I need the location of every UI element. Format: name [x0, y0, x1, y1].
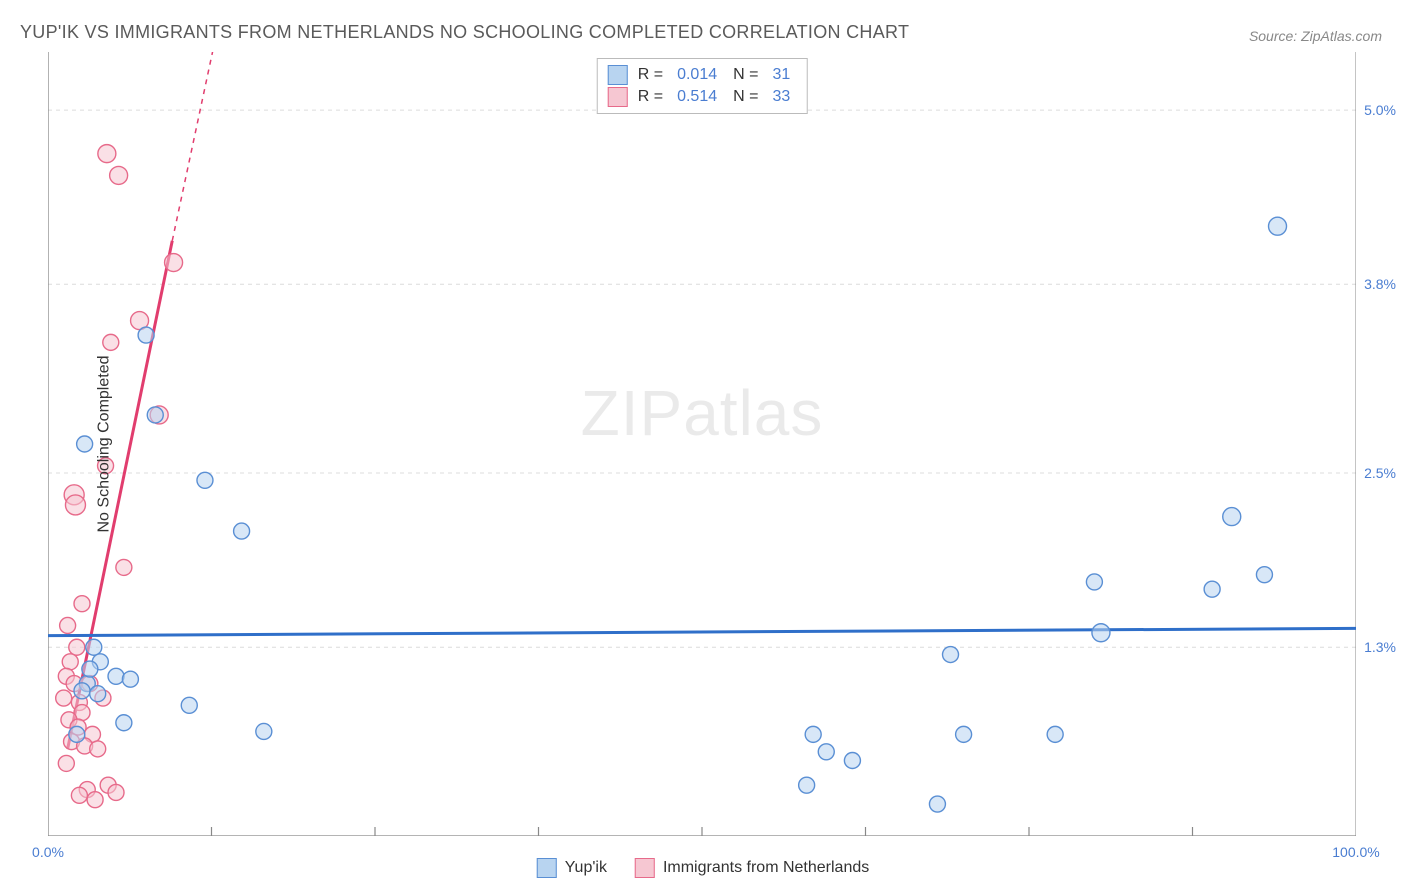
legend-n-value: 31 — [772, 66, 790, 84]
legend-series-item: Immigrants from Netherlands — [635, 858, 869, 878]
legend-swatch — [537, 858, 557, 878]
legend-series: Yup'ik Immigrants from Netherlands — [537, 858, 870, 878]
legend-r-value: 0.514 — [677, 88, 717, 106]
x-tick-label: 100.0% — [1332, 844, 1379, 860]
legend-series-label: Immigrants from Netherlands — [663, 859, 869, 877]
plot-area: No Schooling Completed ZIPatlas R = 0.01… — [48, 52, 1356, 836]
x-tick-label: 0.0% — [32, 844, 64, 860]
y-tick-label: 1.3% — [1364, 639, 1396, 655]
source-attribution: Source: ZipAtlas.com — [1249, 28, 1382, 44]
legend-series-label: Yup'ik — [565, 859, 607, 877]
legend-swatch — [608, 65, 628, 85]
y-tick-label: 2.5% — [1364, 465, 1396, 481]
legend-stat-row: R = 0.514 N = 33 — [608, 87, 797, 107]
legend-stats: R = 0.014 N = 31 R = 0.514 N = 33 — [597, 58, 808, 114]
legend-n-label: N = — [733, 66, 758, 84]
legend-stat-row: R = 0.014 N = 31 — [608, 65, 797, 85]
legend-swatch — [608, 87, 628, 107]
legend-series-item: Yup'ik — [537, 858, 607, 878]
y-axis-label: No Schooling Completed — [96, 356, 114, 533]
legend-n-label: N = — [733, 88, 758, 106]
scatter-plot-svg — [48, 52, 1356, 836]
y-tick-label: 3.8% — [1364, 276, 1396, 292]
legend-swatch — [635, 858, 655, 878]
legend-r-label: R = — [638, 66, 663, 84]
chart-title: YUP'IK VS IMMIGRANTS FROM NETHERLANDS NO… — [20, 22, 909, 43]
legend-r-label: R = — [638, 88, 663, 106]
y-tick-label: 5.0% — [1364, 102, 1396, 118]
legend-r-value: 0.014 — [677, 66, 717, 84]
legend-n-value: 33 — [772, 88, 790, 106]
